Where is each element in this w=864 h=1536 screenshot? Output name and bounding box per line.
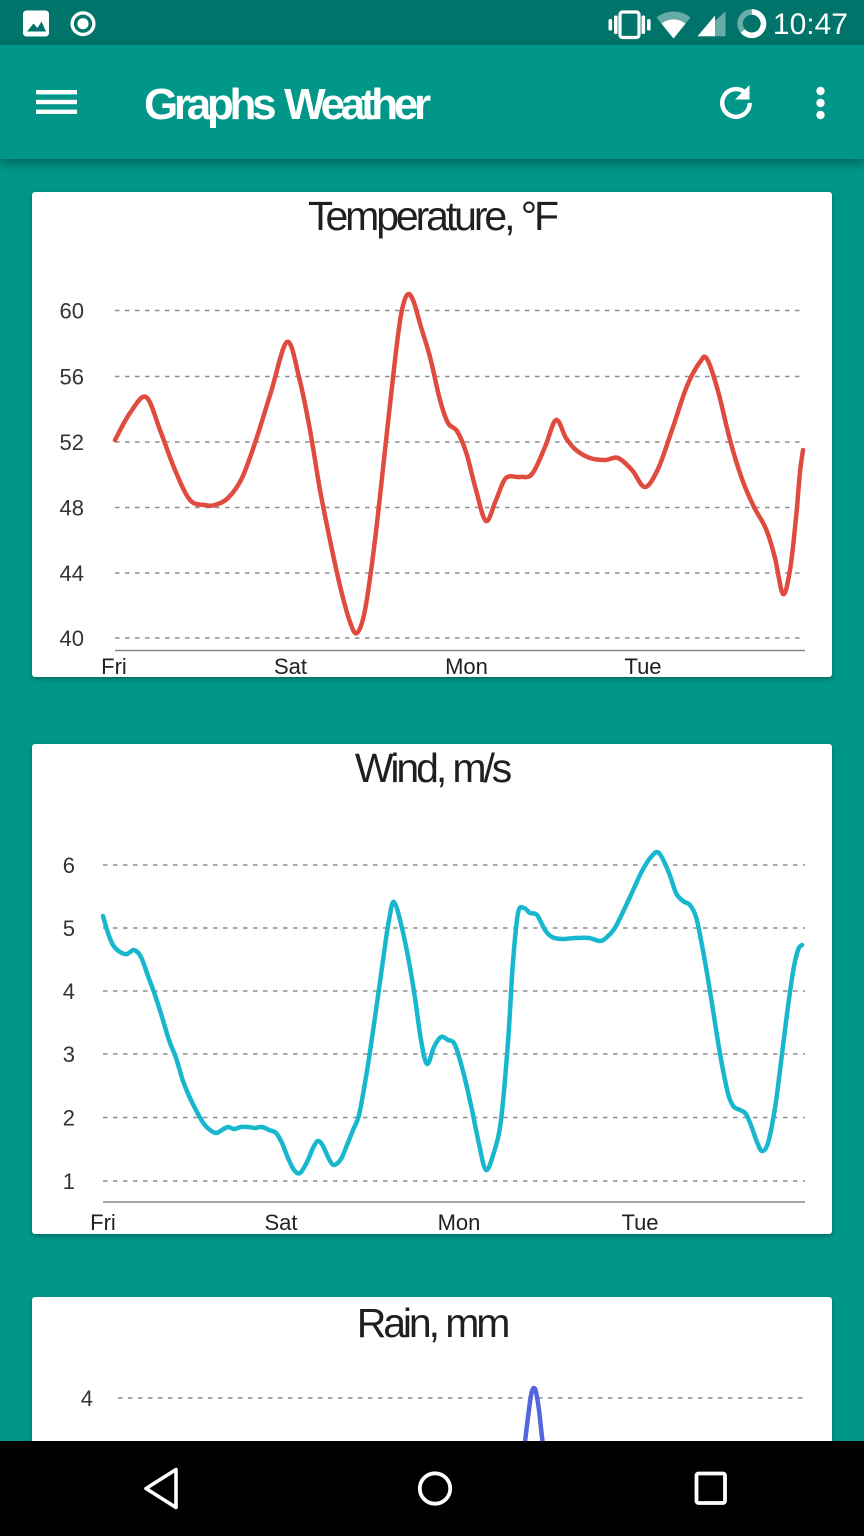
svg-text:3: 3 (63, 1042, 75, 1067)
svg-text:5: 5 (63, 916, 75, 941)
svg-text:1: 1 (63, 1169, 75, 1194)
svg-text:Mon: Mon (438, 1210, 481, 1235)
svg-text:40: 40 (60, 626, 84, 651)
svg-text:4: 4 (81, 1386, 93, 1411)
svg-text:Sat: Sat (264, 1210, 297, 1235)
svg-text:10:47: 10:47 (773, 8, 848, 41)
svg-text:Tue: Tue (624, 654, 661, 677)
svg-text:4: 4 (63, 979, 75, 1004)
svg-text:48: 48 (60, 496, 84, 521)
svg-text:6: 6 (63, 853, 75, 878)
svg-text:44: 44 (60, 561, 84, 586)
svg-text:56: 56 (60, 365, 84, 390)
svg-text:2: 2 (63, 1106, 75, 1131)
svg-text:Fri: Fri (101, 654, 127, 677)
svg-text:Sat: Sat (274, 654, 307, 677)
svg-text:Tue: Tue (621, 1210, 658, 1235)
svg-text:52: 52 (60, 430, 84, 455)
svg-text:60: 60 (60, 299, 84, 324)
svg-text:Fri: Fri (90, 1210, 116, 1235)
svg-text:Mon: Mon (445, 654, 488, 677)
